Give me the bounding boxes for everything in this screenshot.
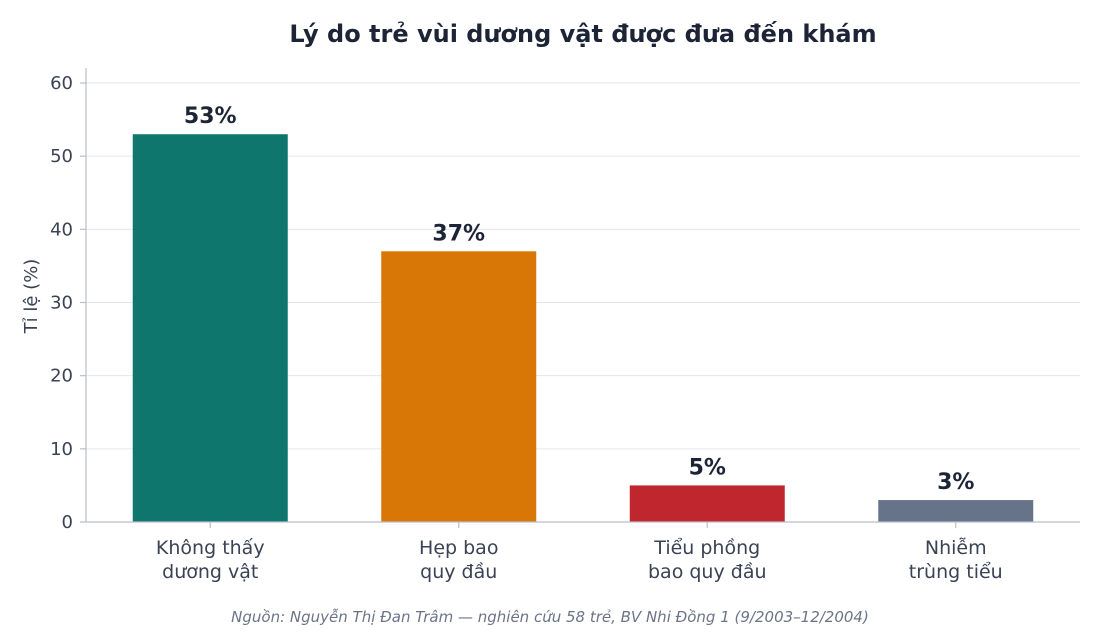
axes: 0 10 20 30 40 50 60 Không thấy dương vật Hẹp bao q… bbox=[50, 68, 1080, 583]
y-tick-label: 40 bbox=[50, 219, 73, 240]
data-label: 3% bbox=[937, 470, 974, 495]
y-tick-label: 60 bbox=[50, 73, 73, 94]
x-tick-label-line: Nhiễm bbox=[925, 536, 987, 559]
bar bbox=[878, 500, 1034, 522]
data-label: 37% bbox=[432, 221, 485, 246]
bar bbox=[629, 485, 785, 522]
y-tick-label: 10 bbox=[50, 439, 73, 460]
source-note: Nguồn: Nguyễn Thị Đan Trâm — nghiên cứu … bbox=[231, 608, 869, 626]
x-tick-label: Tiểu phồng bao quy đầu bbox=[648, 537, 767, 583]
x-tick-label-line: dương vật bbox=[162, 561, 258, 583]
bar bbox=[381, 251, 537, 523]
x-tick-label: Nhiễm trùng tiểu bbox=[909, 536, 1003, 583]
chart-title: Lý do trẻ vùi dương vật được đưa đến khá… bbox=[289, 20, 876, 48]
bars: 53% 37% 5% 3% bbox=[132, 104, 1034, 523]
bar bbox=[132, 134, 288, 522]
y-tick-label: 20 bbox=[50, 366, 73, 387]
x-tick-label: Hẹp bao quy đầu bbox=[419, 537, 498, 583]
x-tick-label: Không thấy dương vật bbox=[156, 537, 265, 583]
x-tick-label-line: Không thấy bbox=[156, 537, 265, 559]
x-tick-label-line: trùng tiểu bbox=[909, 561, 1003, 583]
y-axis-label: Tỉ lệ (%) bbox=[21, 259, 42, 335]
x-tick-label-line: bao quy đầu bbox=[648, 561, 767, 583]
data-label: 53% bbox=[184, 104, 237, 129]
x-tick-label-line: quy đầu bbox=[420, 561, 497, 583]
y-tick-label: 0 bbox=[62, 512, 73, 533]
x-tick-label-line: Hẹp bao bbox=[419, 537, 498, 559]
y-tick-label: 50 bbox=[50, 146, 73, 167]
y-tick-label: 30 bbox=[50, 293, 73, 314]
x-tick-label-line: Tiểu phồng bbox=[653, 537, 760, 559]
data-label: 5% bbox=[689, 455, 726, 480]
